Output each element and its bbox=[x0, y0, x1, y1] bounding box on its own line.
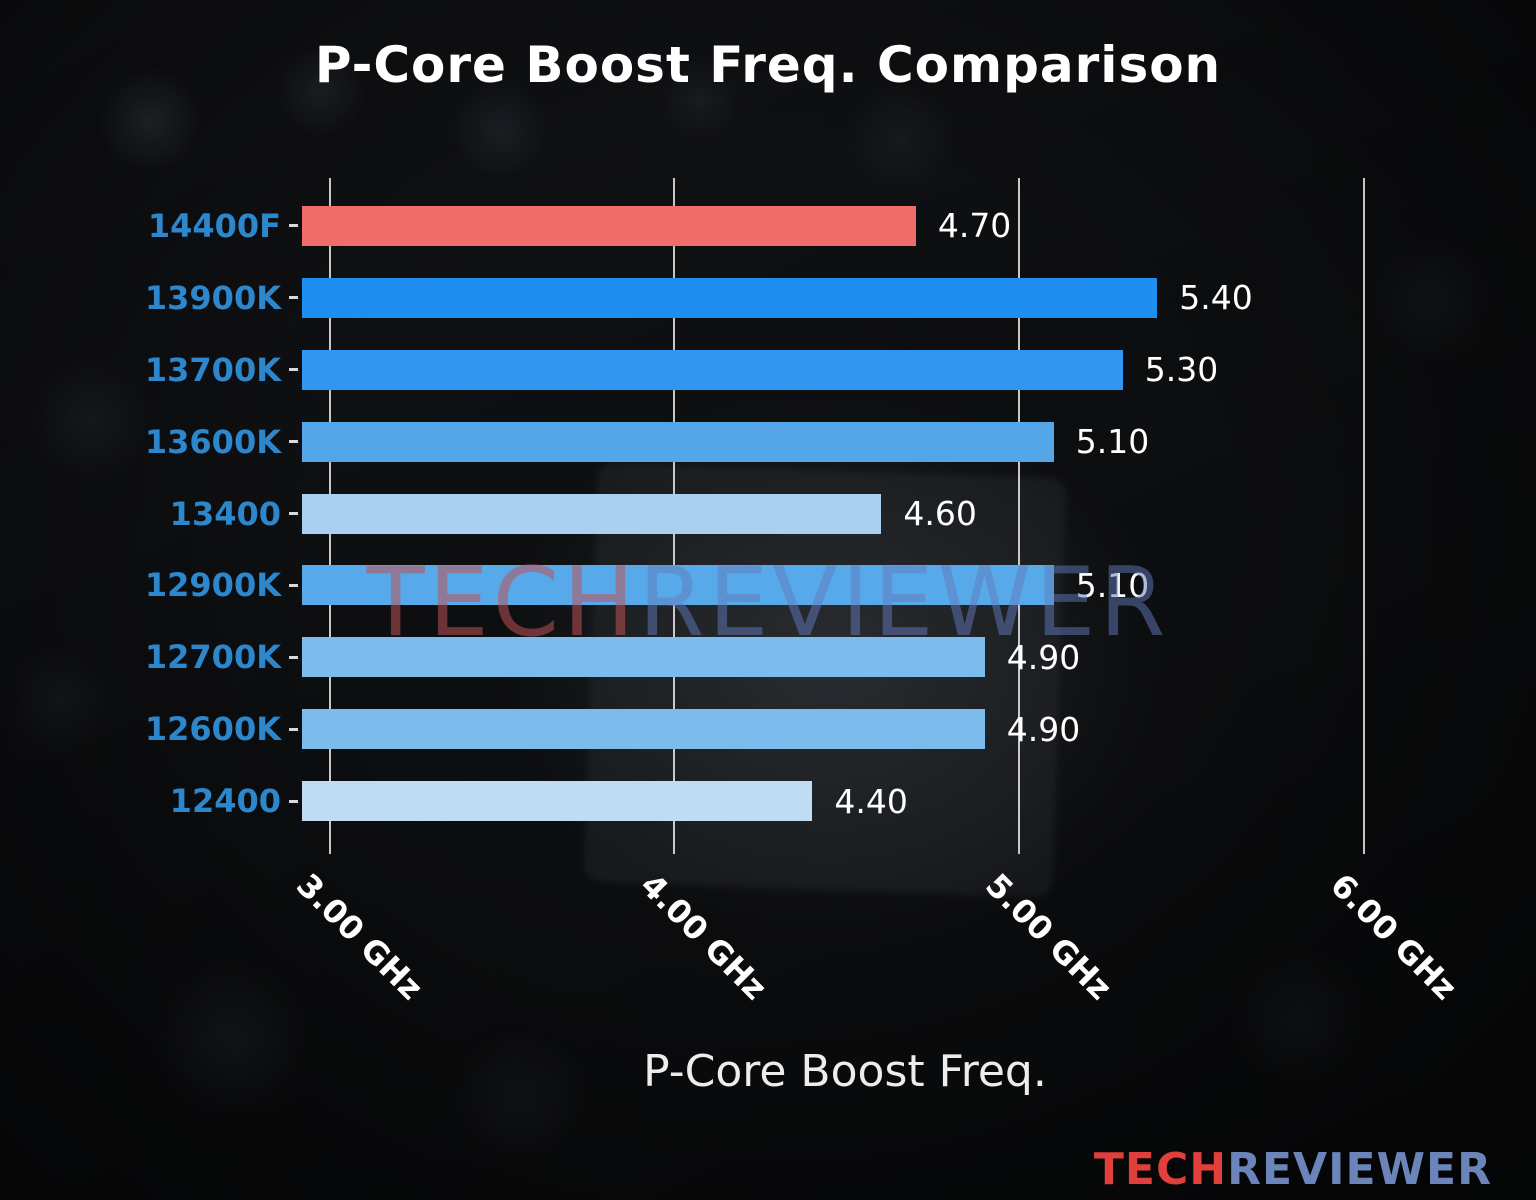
y-label-13400: 13400 bbox=[0, 478, 298, 550]
y-label-13600k: 13600K bbox=[0, 406, 298, 478]
bar-row: 5.10 bbox=[302, 406, 1440, 478]
y-label-12400: 12400 bbox=[0, 765, 298, 837]
y-label-14400f: 14400F bbox=[0, 190, 298, 262]
bar-row: 4.90 bbox=[302, 693, 1440, 765]
bar-row: 5.10 bbox=[302, 549, 1440, 621]
bar-13400 bbox=[302, 493, 882, 534]
y-label-12600k: 12600K bbox=[0, 693, 298, 765]
value-label: 5.10 bbox=[1075, 565, 1150, 605]
y-label-12700k: 12700K bbox=[0, 621, 298, 693]
bar-12400 bbox=[302, 781, 813, 822]
bar-row: 4.70 bbox=[302, 190, 1440, 262]
value-label: 4.90 bbox=[1006, 709, 1081, 749]
y-label-12900k: 12900K bbox=[0, 549, 298, 621]
value-label: 4.70 bbox=[937, 206, 1012, 246]
bar-13700k bbox=[302, 349, 1123, 390]
bar-row: 4.60 bbox=[302, 478, 1440, 550]
bar-row: 5.30 bbox=[302, 334, 1440, 406]
bar-12700k bbox=[302, 637, 985, 678]
bar-13600k bbox=[302, 421, 1054, 462]
bar-row: 4.90 bbox=[302, 621, 1440, 693]
bar-12600k bbox=[302, 709, 985, 750]
bar-row: 5.40 bbox=[302, 262, 1440, 334]
bar-row: 4.40 bbox=[302, 765, 1440, 837]
y-label-13900k: 13900K bbox=[0, 262, 298, 334]
bar-12900k bbox=[302, 565, 1054, 606]
value-label: 5.10 bbox=[1075, 422, 1150, 462]
bar-rows: 4.70 5.40 5.30 5.10 4.60 5.10 4.90 4.90 4.40 bbox=[302, 190, 1440, 837]
bar-14400f bbox=[302, 205, 916, 246]
bar-13900k bbox=[302, 277, 1158, 318]
value-label: 4.90 bbox=[1006, 637, 1081, 677]
value-label: 4.60 bbox=[903, 494, 977, 533]
gridline bbox=[1018, 178, 1021, 854]
logo-reviewer: REVIEWER bbox=[1227, 1144, 1492, 1195]
x-axis-title: P-Core Boost Freq. bbox=[643, 1046, 1047, 1097]
value-label: 5.30 bbox=[1144, 350, 1219, 390]
value-label: 5.40 bbox=[1179, 278, 1253, 318]
plot-area: 4.70 5.40 5.30 5.10 4.60 5.10 4.90 4.90 4.40 3.0… bbox=[289, 178, 1465, 1007]
brand-logo: TECHREVIEWER bbox=[1094, 1144, 1492, 1195]
chart-title: P-Core Boost Freq. Comparison bbox=[314, 36, 1222, 94]
y-axis-labels: 14400F 13900K 13700K 13600K 13400 12900K 12700… bbox=[0, 190, 298, 837]
logo-tech: TECH bbox=[1093, 1144, 1228, 1195]
value-label: 4.40 bbox=[834, 781, 908, 821]
gridline bbox=[1363, 178, 1366, 854]
y-label-13700k: 13700K bbox=[0, 334, 298, 406]
